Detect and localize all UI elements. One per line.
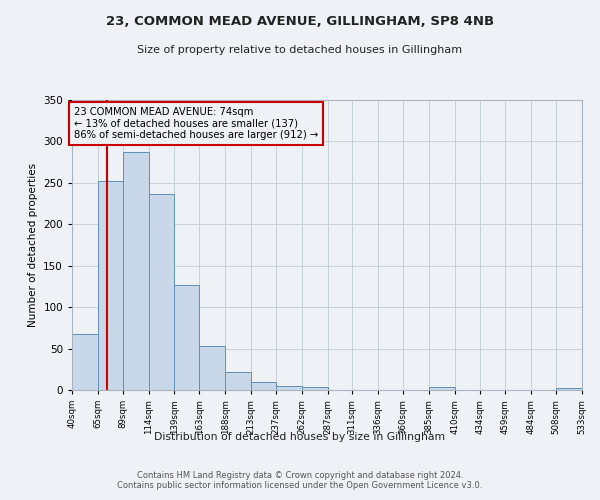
Text: 23, COMMON MEAD AVENUE, GILLINGHAM, SP8 4NB: 23, COMMON MEAD AVENUE, GILLINGHAM, SP8 … (106, 15, 494, 28)
Bar (199, 346, 225, 390)
Bar (276, 386, 302, 390)
Y-axis label: Number of detached properties: Number of detached properties (28, 163, 38, 327)
Bar (556, 388, 582, 390)
Text: Size of property relative to detached houses in Gillingham: Size of property relative to detached ho… (137, 45, 463, 55)
Bar (98, 181, 122, 390)
Text: Distribution of detached houses by size in Gillingham: Distribution of detached houses by size … (154, 432, 446, 442)
Bar (149, 194, 175, 390)
Bar (122, 152, 149, 390)
Bar (429, 386, 455, 390)
Bar (302, 386, 328, 390)
Bar (72, 334, 98, 390)
Text: 23 COMMON MEAD AVENUE: 74sqm
← 13% of detached houses are smaller (137)
86% of s: 23 COMMON MEAD AVENUE: 74sqm ← 13% of de… (74, 106, 319, 140)
Bar (175, 285, 199, 390)
Text: Contains HM Land Registry data © Crown copyright and database right 2024.
Contai: Contains HM Land Registry data © Crown c… (118, 470, 482, 490)
Bar (225, 372, 251, 390)
Bar (251, 382, 276, 390)
